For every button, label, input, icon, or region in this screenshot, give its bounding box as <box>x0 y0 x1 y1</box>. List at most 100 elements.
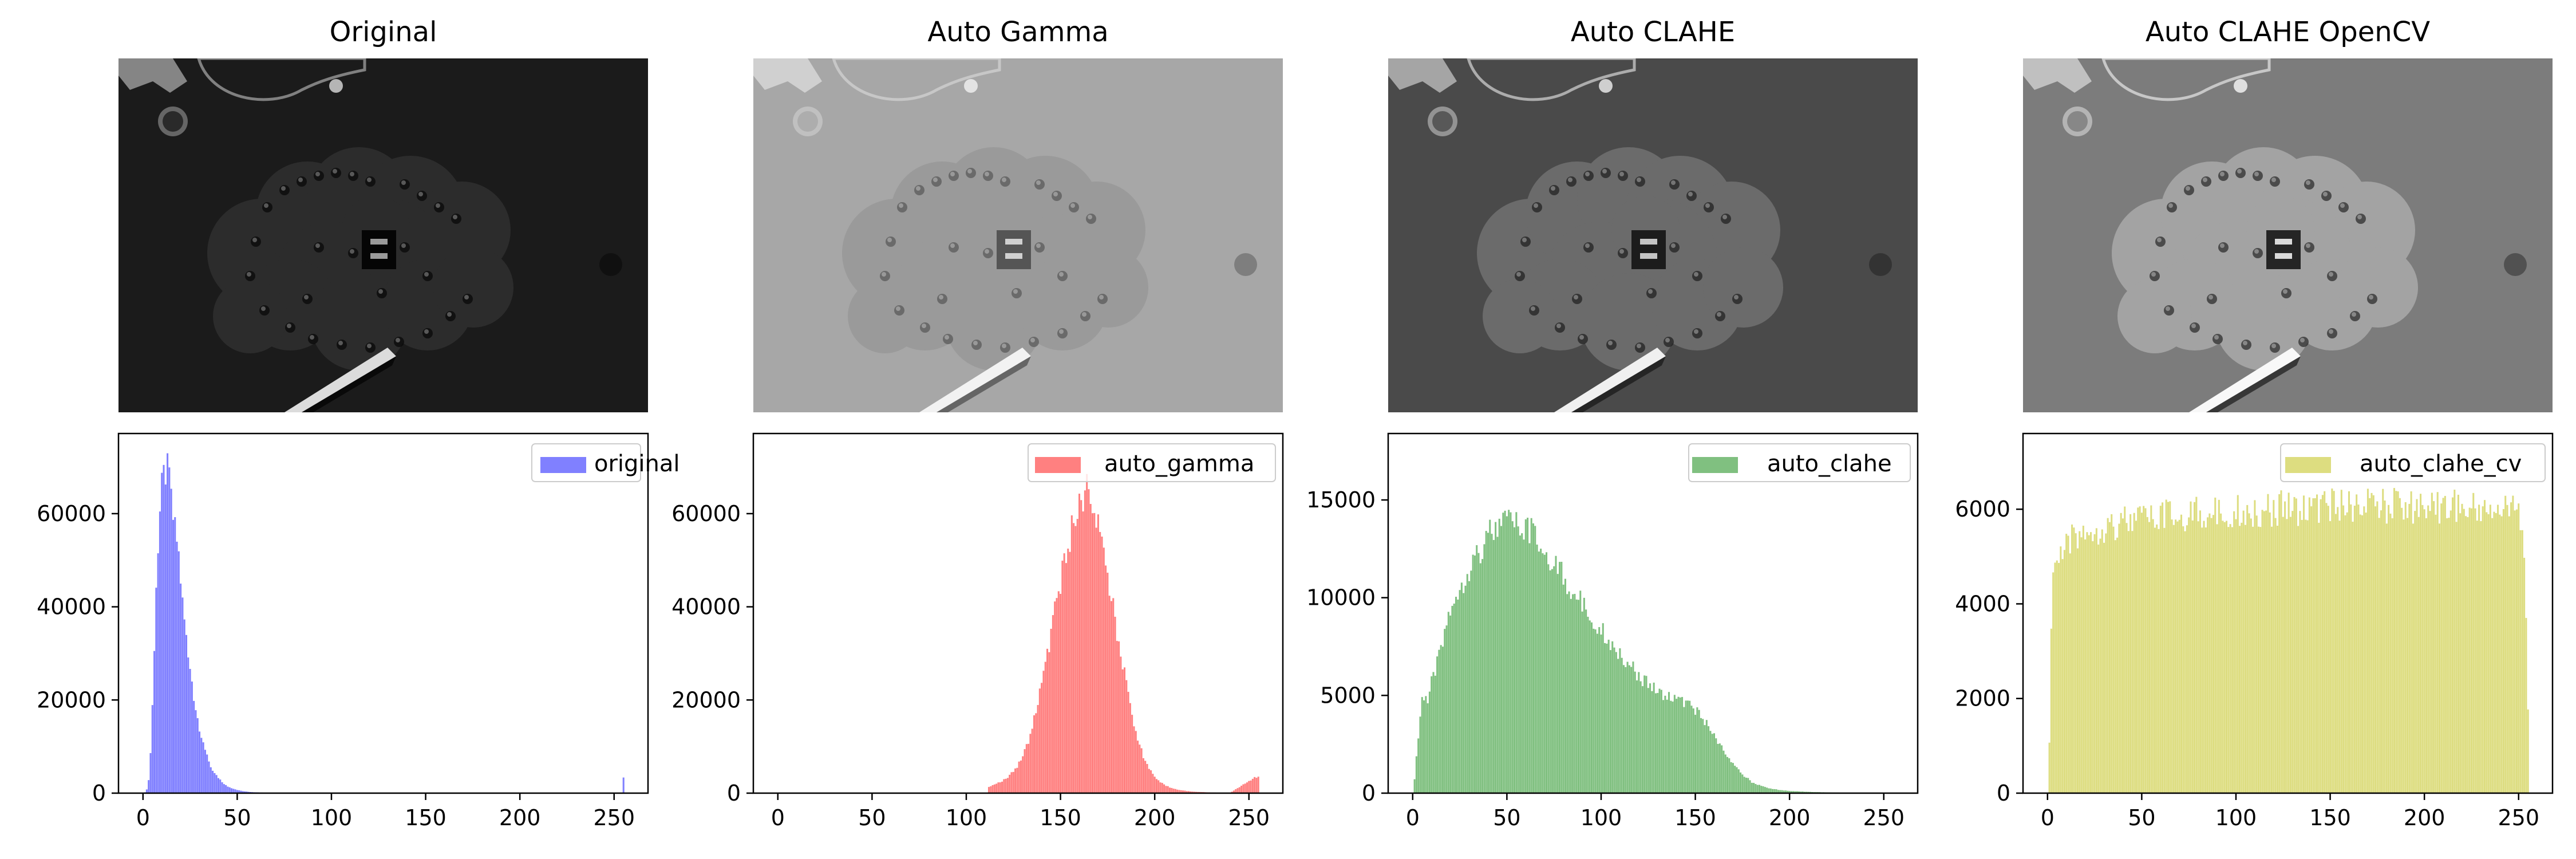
histogram-bar-12 <box>1010 772 1013 793</box>
surface-pit <box>1635 176 1645 187</box>
histogram-bar-122 <box>2278 494 2281 793</box>
surface-pit <box>259 305 270 316</box>
histogram-bar-43 <box>1495 522 1497 793</box>
pit-highlight <box>1088 215 1092 219</box>
histogram-bar-134 <box>1240 786 1243 793</box>
x-tick-label: 50 <box>223 805 251 830</box>
surface-pit <box>365 342 376 353</box>
histogram-bar-101 <box>2239 526 2241 793</box>
legend-swatch <box>1692 457 1738 473</box>
surface-pit <box>2304 242 2314 253</box>
histogram-bar-42 <box>1067 548 1069 793</box>
histogram-bar-15 <box>2076 548 2079 793</box>
histogram-bar-33 <box>1476 545 1478 793</box>
histogram-bar-49 <box>2140 513 2143 793</box>
histogram-bar-171 <box>2370 492 2373 793</box>
histogram-bar-210 <box>2444 496 2446 793</box>
histogram-bar-14 <box>2075 533 2077 793</box>
histogram-bar-29 <box>2103 542 2105 793</box>
histogram-bar-94 <box>1591 622 1593 793</box>
histogram-bar-98 <box>2233 511 2235 793</box>
histogram-bar-243 <box>2506 505 2508 793</box>
surface-pit <box>1578 334 1588 344</box>
histogram-bar-93 <box>1163 784 1165 793</box>
histogram-bar-105 <box>1186 791 1188 793</box>
histogram-bar-24 <box>2093 534 2096 793</box>
histogram-bar-116 <box>2267 494 2269 793</box>
histogram-bar-62 <box>1530 518 1532 793</box>
histogram-bar-12 <box>167 453 169 793</box>
histogram-bar-36 <box>212 770 214 793</box>
histogram-bar-53 <box>1514 527 1516 793</box>
histogram-bar-229 <box>2480 521 2482 793</box>
surface-pit <box>451 214 461 224</box>
histogram-bar-108 <box>1617 659 1619 793</box>
histogram-bar-127 <box>1653 682 1655 793</box>
particle <box>1599 79 1613 93</box>
histogram-bar-8 <box>1003 779 1005 793</box>
pit-highlight <box>1705 203 1710 208</box>
histogram-bar-87 <box>2212 515 2214 793</box>
histogram-bar-196 <box>1783 790 1785 793</box>
histogram-bar-72 <box>2184 531 2186 793</box>
histogram-bar-157 <box>1709 731 1712 793</box>
histogram-bar-203 <box>2431 492 2433 793</box>
marker-slot <box>1005 239 1022 245</box>
histogram-bar-69 <box>1543 554 1546 793</box>
histogram-bar-253 <box>2525 618 2527 793</box>
pit-highlight <box>424 329 429 334</box>
panel-title-original: Original <box>330 16 437 48</box>
surface-pit <box>1086 214 1096 224</box>
histogram-bar-119 <box>2273 500 2275 793</box>
surface-pit <box>1000 342 1010 353</box>
histogram-bar-213 <box>2449 510 2452 793</box>
histogram-bar-8 <box>1428 691 1431 793</box>
surface-pit <box>599 253 622 276</box>
histogram-bar-73 <box>1125 680 1128 793</box>
surface-pit <box>422 271 433 281</box>
histogram-bar-152 <box>2334 514 2337 793</box>
surface-pit <box>2150 271 2160 281</box>
histogram-bar-5 <box>1423 700 1425 793</box>
histogram-bar-7 <box>1001 781 1003 793</box>
histogram-bar-149 <box>1694 715 1697 793</box>
feature-lobe <box>213 279 287 353</box>
feature-lobe <box>2338 247 2418 328</box>
histogram-bar-187 <box>2401 507 2403 793</box>
particle-core <box>2067 111 2088 132</box>
histogram-bar-16 <box>1018 761 1020 793</box>
histogram-bar-36 <box>2116 537 2119 793</box>
y-tick-label: 0 <box>92 781 106 806</box>
histogram-bar-114 <box>2263 511 2265 793</box>
surface-pit <box>1080 311 1091 321</box>
histogram-bar-152 <box>1700 718 1702 793</box>
pit-highlight <box>1013 289 1018 294</box>
histogram-bar-115 <box>2265 510 2267 793</box>
pit-highlight <box>896 306 900 311</box>
histogram-bar-151 <box>1698 710 1700 793</box>
histogram-bar-16 <box>174 517 176 793</box>
histogram-bar-10 <box>2067 535 2069 793</box>
surface-pit <box>1234 253 1257 276</box>
histogram-bar-41 <box>1065 563 1067 793</box>
histogram-bar-3 <box>149 753 152 793</box>
histogram-bar-39 <box>217 778 219 793</box>
histogram-bar-55 <box>2152 519 2154 793</box>
histogram-bar-44 <box>227 786 229 793</box>
histogram-bar-75 <box>1129 703 1131 793</box>
histogram-bar-40 <box>2124 506 2126 793</box>
histogram-bar-13 <box>168 467 171 793</box>
histogram-bar-93 <box>2223 522 2226 793</box>
histogram-bar-68 <box>2176 521 2179 793</box>
histogram-bar-31 <box>202 742 204 793</box>
pit-highlight <box>1585 243 1590 248</box>
surface-pit <box>1034 179 1045 190</box>
histogram-bar-37 <box>1057 591 1060 793</box>
histogram-bar-248 <box>2515 509 2518 793</box>
histogram-bar-49 <box>1506 516 1508 793</box>
histogram-bar-90 <box>1583 597 1585 793</box>
histogram-bar-169 <box>1732 763 1734 793</box>
histogram-bar-102 <box>1606 643 1608 793</box>
histogram-bar-81 <box>1140 748 1143 793</box>
histogram-bar-178 <box>1749 780 1751 793</box>
